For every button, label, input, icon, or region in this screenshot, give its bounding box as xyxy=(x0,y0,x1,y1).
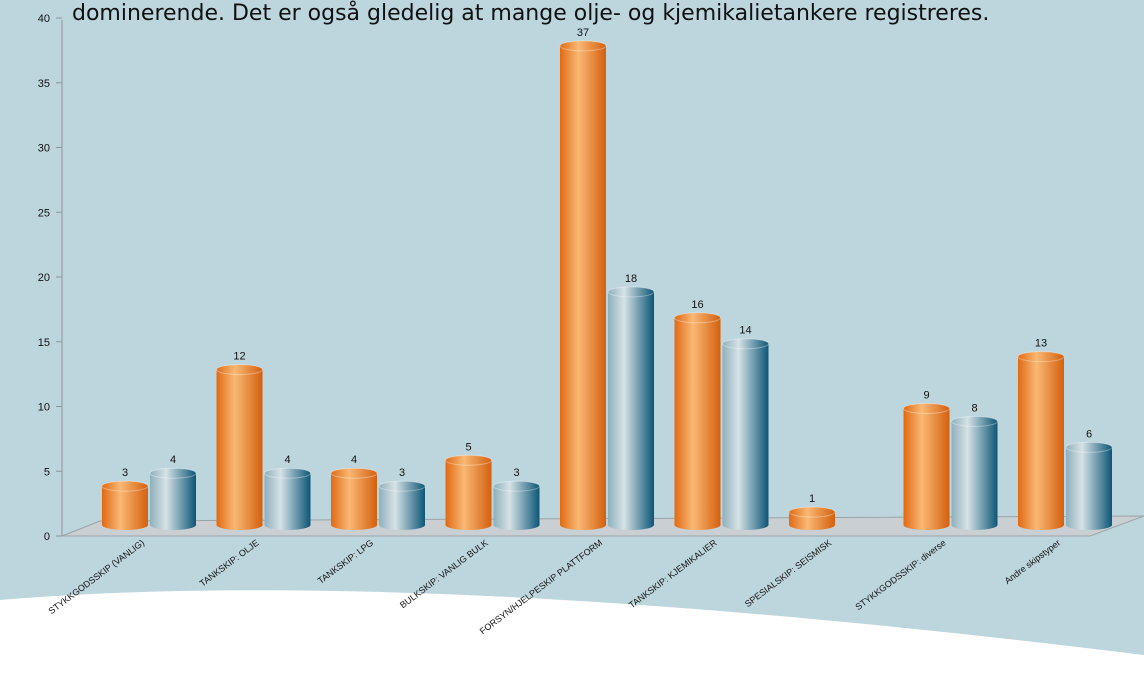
bar xyxy=(102,486,148,525)
bar xyxy=(722,343,769,525)
bar xyxy=(560,45,606,525)
bar xyxy=(216,369,263,525)
value-label: 16 xyxy=(691,299,703,311)
bar-cap xyxy=(788,506,836,518)
chart-title: dominerende. Det er også gledelig at man… xyxy=(72,0,989,26)
value-label: 4 xyxy=(351,454,357,466)
value-label: 3 xyxy=(513,467,519,479)
value-label: 37 xyxy=(577,27,589,39)
value-label: 18 xyxy=(625,273,637,285)
bar xyxy=(445,460,492,525)
bar-cap xyxy=(493,480,540,492)
bar-cap xyxy=(264,467,311,479)
bar xyxy=(1066,447,1112,525)
bar-cap xyxy=(559,40,607,52)
value-label: 4 xyxy=(170,454,176,466)
bar-cap xyxy=(330,467,378,479)
y-tick-label: 10 xyxy=(38,402,50,414)
y-tick-label: 20 xyxy=(38,272,50,284)
bar-cap xyxy=(951,415,998,427)
bar xyxy=(674,317,721,525)
y-tick-label: 35 xyxy=(38,78,50,90)
value-label: 6 xyxy=(1086,428,1092,440)
bar-cap xyxy=(1017,351,1065,363)
bar-cap xyxy=(607,286,655,298)
bar xyxy=(951,421,998,525)
bar-cap xyxy=(722,338,769,350)
bar xyxy=(493,486,540,525)
bar xyxy=(903,408,950,525)
wave xyxy=(0,590,1144,682)
value-label: 3 xyxy=(122,467,128,479)
value-label: 13 xyxy=(1035,338,1047,350)
value-label: 3 xyxy=(399,467,405,479)
bar-cap xyxy=(903,402,950,414)
value-label: 1 xyxy=(809,493,815,505)
bar xyxy=(150,473,196,525)
bar-cap xyxy=(101,480,149,492)
bar xyxy=(379,486,425,525)
bar xyxy=(264,473,311,525)
y-tick-label: 25 xyxy=(38,207,50,219)
bar xyxy=(331,473,377,525)
bar-cap xyxy=(674,312,721,324)
bar-cap xyxy=(445,454,492,466)
value-label: 8 xyxy=(971,402,977,414)
y-tick-label: 5 xyxy=(44,466,50,478)
value-label: 4 xyxy=(284,454,290,466)
y-tick-label: 30 xyxy=(38,143,50,155)
y-tick-label: 0 xyxy=(44,531,50,543)
bar-cap xyxy=(1065,441,1113,453)
bar xyxy=(1018,356,1064,525)
bar-cap xyxy=(216,364,263,376)
value-label: 9 xyxy=(923,389,929,401)
value-label: 12 xyxy=(233,351,245,363)
value-label: 14 xyxy=(739,325,751,337)
bar-cap xyxy=(149,467,197,479)
y-tick-label: 40 xyxy=(38,13,50,25)
bar xyxy=(608,291,654,525)
bar-cap xyxy=(378,480,426,492)
y-tick-label: 15 xyxy=(38,337,50,349)
value-label: 5 xyxy=(465,441,471,453)
